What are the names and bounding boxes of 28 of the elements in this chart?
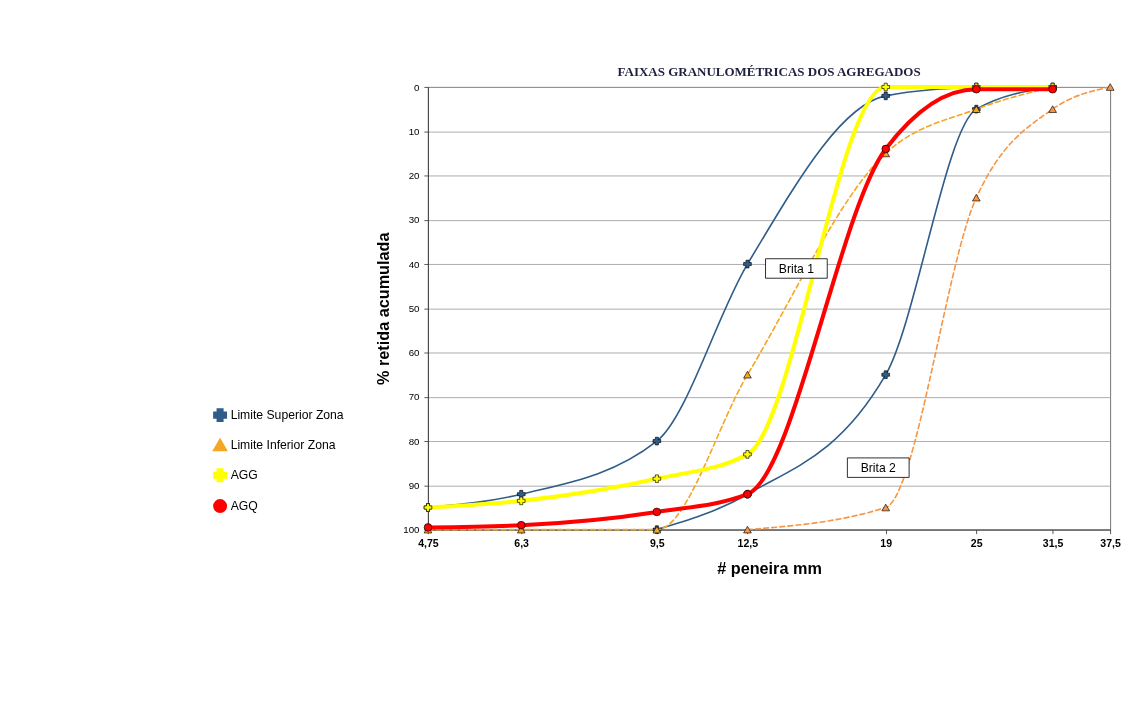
x-tick-label: 12,5 bbox=[737, 537, 759, 550]
y-tick-label: 100 bbox=[403, 524, 421, 536]
annotation: Brita 2 bbox=[860, 460, 897, 475]
x-tick-label: 4,75 bbox=[418, 537, 439, 550]
legend-label: Limite Inferior Zona bbox=[230, 438, 336, 453]
y-tick-label: 50 bbox=[408, 302, 421, 314]
x-tick-label: 19 bbox=[880, 537, 893, 550]
x-tick-label: 25 bbox=[970, 537, 983, 550]
y-axis-title: % retida acumulada bbox=[373, 231, 392, 385]
legend-label: AGQ bbox=[230, 499, 258, 514]
y-tick-label: 70 bbox=[408, 391, 421, 403]
annotation: Brita 1 bbox=[778, 261, 815, 276]
legend-label: Limite Superior Zona bbox=[230, 408, 344, 423]
chart-title: FAIXAS GRANULOMÉTRICAS DOS AGREGADOS bbox=[617, 64, 921, 80]
x-axis-title: # peneira mm bbox=[717, 558, 822, 577]
legend-label: AGG bbox=[230, 468, 258, 483]
x-tick-label: 31,5 bbox=[1042, 537, 1064, 550]
x-tick-label: 37,5 bbox=[1100, 537, 1121, 550]
y-tick-label: 30 bbox=[408, 214, 421, 226]
y-tick-label: 20 bbox=[408, 170, 421, 182]
y-tick-label: 60 bbox=[408, 347, 421, 359]
y-tick-label: 10 bbox=[408, 125, 421, 137]
y-tick-label: 90 bbox=[408, 480, 421, 492]
y-tick-label: 40 bbox=[408, 258, 421, 270]
y-tick-label: 80 bbox=[408, 435, 421, 447]
y-tick-label: 0 bbox=[414, 81, 421, 93]
x-tick-label: 9,5 bbox=[649, 537, 665, 550]
x-tick-label: 6,3 bbox=[514, 537, 530, 550]
